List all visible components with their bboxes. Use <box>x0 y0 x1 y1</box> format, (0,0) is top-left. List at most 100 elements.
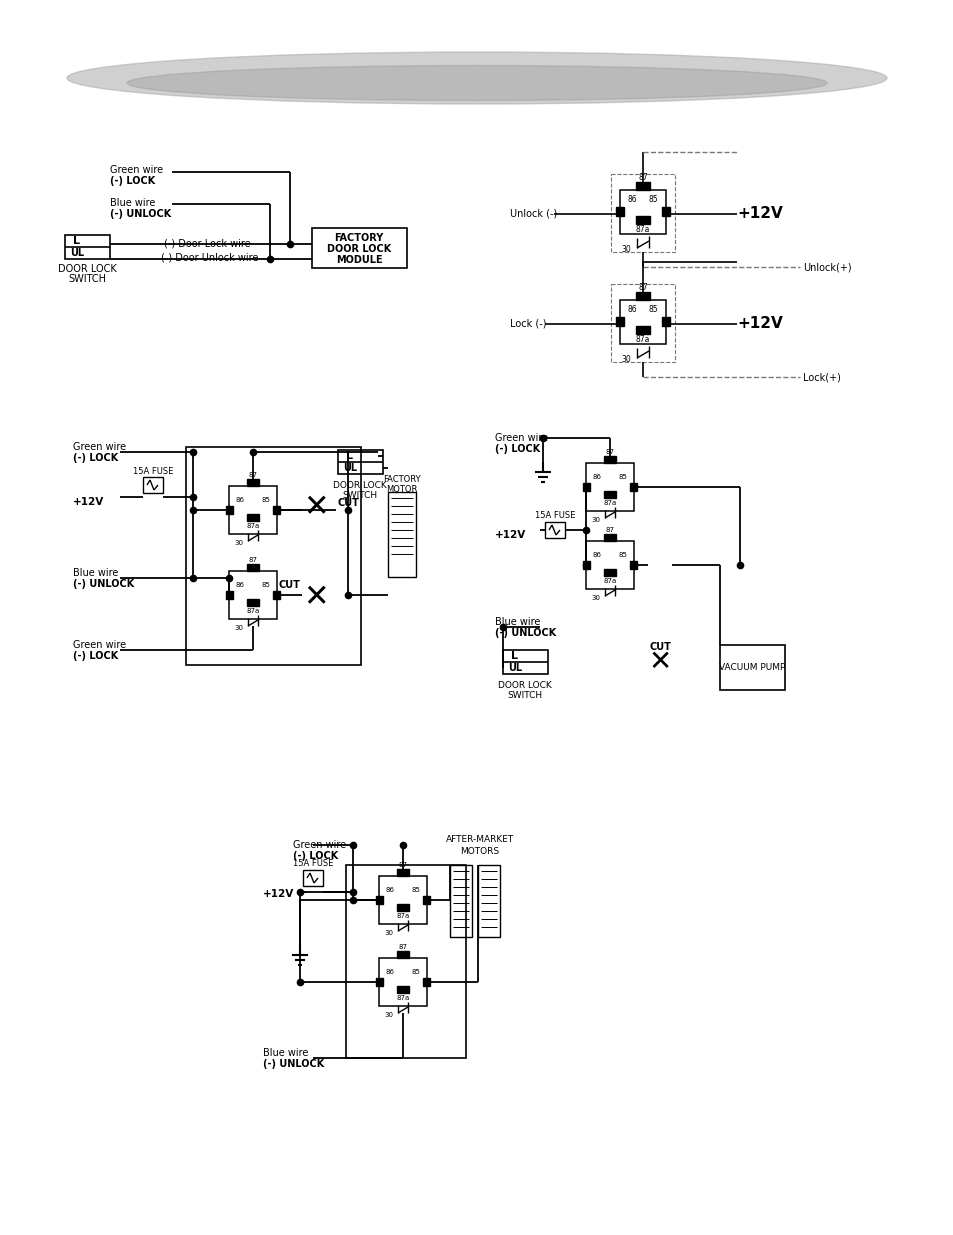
Text: (-) LOCK: (-) LOCK <box>293 851 338 861</box>
Bar <box>661 317 669 326</box>
Ellipse shape <box>127 65 826 100</box>
Text: ✕: ✕ <box>303 494 329 522</box>
Bar <box>636 291 649 300</box>
Text: 87: 87 <box>605 527 614 534</box>
Bar <box>477 864 499 937</box>
Bar <box>273 506 280 514</box>
Bar <box>65 235 110 259</box>
Bar <box>229 571 276 619</box>
Bar <box>616 207 623 216</box>
Text: FACTORY: FACTORY <box>334 233 383 243</box>
Text: (-) LOCK: (-) LOCK <box>110 177 155 186</box>
Text: Green wire: Green wire <box>73 640 126 650</box>
Bar <box>247 564 258 571</box>
Text: 86: 86 <box>235 582 245 588</box>
Bar <box>616 317 623 326</box>
Text: (-) Door Unlock wire: (-) Door Unlock wire <box>161 253 258 263</box>
Bar <box>186 447 360 664</box>
Text: L: L <box>346 451 354 461</box>
Bar <box>619 190 665 233</box>
Text: UL: UL <box>342 463 356 473</box>
Text: L: L <box>73 236 80 246</box>
Bar <box>450 864 472 937</box>
Bar <box>375 978 382 986</box>
Text: 87: 87 <box>398 944 407 950</box>
Bar <box>502 650 547 674</box>
Text: (-) LOCK: (-) LOCK <box>73 453 118 463</box>
Text: 87: 87 <box>248 557 257 563</box>
Text: SWITCH: SWITCH <box>507 690 542 699</box>
Text: FACTORY: FACTORY <box>383 475 420 484</box>
Bar <box>636 326 649 333</box>
Text: Unlock (-): Unlock (-) <box>510 209 557 219</box>
Bar <box>375 897 382 904</box>
Text: 86: 86 <box>593 474 601 480</box>
Text: 15A FUSE: 15A FUSE <box>293 860 333 868</box>
Bar <box>337 450 382 474</box>
Text: 87: 87 <box>398 862 407 868</box>
Ellipse shape <box>67 52 886 104</box>
Text: (-) UNLOCK: (-) UNLOCK <box>73 579 134 589</box>
Text: DOOR LOCK: DOOR LOCK <box>333 480 387 489</box>
Text: +12V: +12V <box>263 889 294 899</box>
Text: 87: 87 <box>248 472 257 478</box>
Text: MODULE: MODULE <box>335 254 382 266</box>
Text: (-) Door Lock wire: (-) Door Lock wire <box>164 238 250 248</box>
Text: 87a: 87a <box>602 578 616 584</box>
Text: 87a: 87a <box>602 500 616 506</box>
Text: 30: 30 <box>384 1011 393 1018</box>
Text: Green wire: Green wire <box>293 840 346 850</box>
Text: (-) LOCK: (-) LOCK <box>495 445 539 454</box>
Text: 87: 87 <box>638 283 647 291</box>
Bar <box>247 479 258 487</box>
Text: 15A FUSE: 15A FUSE <box>535 511 575 520</box>
Bar <box>544 522 564 538</box>
Text: +12V: +12V <box>737 316 781 331</box>
Text: 86: 86 <box>386 969 395 974</box>
Text: Lock(+): Lock(+) <box>802 372 840 382</box>
Text: 87: 87 <box>638 173 647 182</box>
Text: Green wire: Green wire <box>495 433 548 443</box>
Text: 30: 30 <box>384 930 393 936</box>
Text: (-) LOCK: (-) LOCK <box>73 651 118 661</box>
Text: 86: 86 <box>235 496 245 503</box>
Text: UL: UL <box>507 663 521 673</box>
Text: (-) UNLOCK: (-) UNLOCK <box>495 629 556 638</box>
Text: Lock (-): Lock (-) <box>510 319 546 329</box>
Bar <box>247 599 258 606</box>
Text: SWITCH: SWITCH <box>342 490 377 499</box>
Text: 86: 86 <box>627 305 637 315</box>
Text: 86: 86 <box>593 552 601 558</box>
Bar <box>610 284 675 362</box>
Bar <box>636 182 649 190</box>
Text: 87a: 87a <box>395 995 409 1002</box>
Text: AFTER-MARKET: AFTER-MARKET <box>445 836 514 845</box>
Bar <box>303 869 323 885</box>
Bar <box>636 216 649 224</box>
Bar <box>396 869 409 876</box>
Text: 30: 30 <box>590 595 599 601</box>
Bar <box>619 300 665 345</box>
Bar <box>720 645 784 690</box>
Bar <box>229 487 276 534</box>
Bar <box>396 951 409 958</box>
Text: 86: 86 <box>627 195 637 205</box>
Text: DOOR LOCK: DOOR LOCK <box>497 680 551 689</box>
Text: 85: 85 <box>411 887 419 893</box>
Bar <box>312 228 407 268</box>
Text: 30: 30 <box>590 517 599 522</box>
Bar <box>396 986 409 993</box>
Text: 30: 30 <box>620 246 630 254</box>
Text: DOOR LOCK: DOOR LOCK <box>57 264 116 274</box>
Text: 85: 85 <box>261 496 270 503</box>
Text: CUT: CUT <box>337 498 359 508</box>
Bar <box>273 592 280 599</box>
Bar <box>585 541 634 589</box>
Text: +12V: +12V <box>73 496 104 508</box>
Bar <box>585 463 634 511</box>
Text: Blue wire: Blue wire <box>73 568 118 578</box>
Text: DOOR LOCK: DOOR LOCK <box>327 245 391 254</box>
Bar <box>603 456 616 463</box>
Bar <box>396 904 409 911</box>
Text: ✕: ✕ <box>648 648 671 676</box>
